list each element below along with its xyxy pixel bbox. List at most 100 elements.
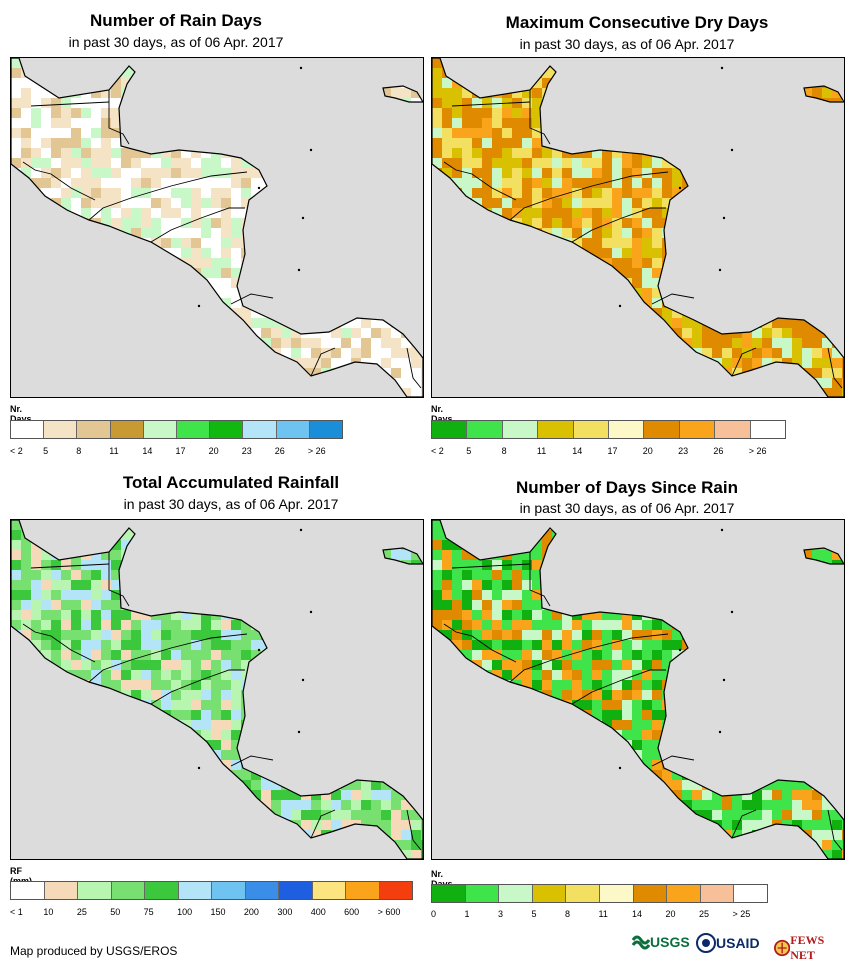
small-island [301, 678, 305, 682]
panel-subtitle: in past 30 days, as of 06 Apr. 2017 [519, 500, 735, 516]
legend-tick-label: 26 [274, 446, 285, 456]
country-border [30, 563, 110, 569]
legend-swatch [44, 421, 78, 438]
legend-tick-label: 11 [598, 909, 608, 919]
legend-swatch [178, 882, 212, 899]
country-border [443, 161, 517, 201]
legend-swatch [11, 882, 45, 899]
small-island [678, 186, 682, 190]
legend-swatch [465, 885, 500, 902]
legend-swatch [499, 885, 533, 902]
legend-swatch [502, 421, 539, 438]
legend-swatch [379, 882, 412, 899]
legend-swatch [44, 882, 78, 899]
legend-tick-label: > 25 [732, 909, 751, 919]
legend-tick-label: 20 [642, 446, 653, 456]
legend-ticks: < 2 5 8 11 14 17 20 23 26 > 26 [431, 446, 791, 458]
map-land-cells [11, 520, 423, 859]
country-border [310, 347, 336, 377]
map-days-since-rain [431, 519, 845, 860]
legend-swatch [111, 882, 145, 899]
country-border [108, 90, 130, 145]
legend-tick-label: > 26 [307, 446, 326, 456]
country-border [22, 161, 96, 201]
legend-swatch [276, 421, 310, 438]
legend-swatch [346, 882, 380, 899]
country-border [509, 633, 669, 683]
legend-tick-label: < 2 [10, 446, 23, 456]
legend-tick-label: 8 [76, 446, 82, 456]
legend-swatch [210, 421, 244, 438]
legend-tick-label: 5 [43, 446, 49, 456]
fewsnet-logo: FEWS NET [774, 933, 846, 963]
legend-tick-label: 300 [277, 907, 293, 917]
legend-tick-label: < 1 [10, 907, 23, 917]
legend-tick-label: 14 [572, 446, 583, 456]
map-land-cells [432, 58, 844, 397]
map-land-cells [432, 520, 844, 859]
map-dry-days [431, 57, 845, 398]
legend-tick-label: 50 [110, 907, 121, 917]
legend-swatch [110, 421, 144, 438]
legend-tick-label: 20 [665, 909, 676, 919]
usgs-logo-text: USGS [650, 934, 690, 950]
legend-swatch [279, 882, 313, 899]
legend-swatch [432, 421, 468, 438]
country-border [22, 623, 96, 663]
small-island [720, 528, 724, 532]
legend-swatch [245, 882, 279, 899]
small-island [722, 678, 726, 682]
legend-swatch [573, 421, 610, 438]
legend-ticks: 0 1 3 5 8 11 14 20 25 > 25 [431, 909, 776, 921]
usaid-seal-icon [696, 933, 716, 953]
panel-title: Maximum Consecutive Dry Days [505, 13, 769, 32]
small-island [299, 66, 303, 70]
legend-swatch [700, 885, 735, 902]
map-canvas [432, 58, 844, 397]
small-island [309, 610, 313, 614]
fewsnet-logo-text: FEWS NET [790, 933, 825, 962]
country-border [731, 347, 757, 377]
usaid-logo-text: USAID [716, 935, 760, 951]
legend-swatch [644, 421, 680, 438]
panel-subtitle: in past 30 days, as of 06 Apr. 2017 [68, 34, 284, 50]
legend-swatch [312, 882, 346, 899]
country-border [230, 755, 274, 767]
legend-swatch [212, 882, 246, 899]
small-island [299, 528, 303, 532]
legend-tick-label: 26 [713, 446, 724, 456]
legend-swatch [633, 885, 668, 902]
legend-tick-label: > 600 [377, 907, 401, 917]
legend-color-bar [10, 420, 343, 439]
country-border [571, 669, 666, 705]
legend-tick-label: 5 [531, 909, 537, 919]
country-border [406, 809, 422, 851]
small-island [730, 148, 734, 152]
country-border [230, 293, 274, 305]
legend-tick-label: 150 [210, 907, 226, 917]
usaid-logo: USAID [696, 933, 760, 953]
small-island [720, 66, 724, 70]
legend-swatch [432, 885, 466, 902]
partner-logos: USGS USAID FEWS NET [632, 933, 846, 962]
legend-tick-label: 75 [143, 907, 154, 917]
legend-swatch [538, 421, 574, 438]
legend-swatch [78, 882, 112, 899]
country-border [651, 755, 695, 767]
small-island [309, 148, 313, 152]
legend-swatch [734, 885, 767, 902]
legend-swatch [715, 421, 751, 438]
usgs-wave-icon [632, 935, 650, 950]
country-border [451, 101, 531, 107]
legend-tick-label: 5 [466, 446, 472, 456]
legend-tick-label: 600 [344, 907, 360, 917]
country-border [731, 809, 757, 839]
legend-tick-label: 11 [109, 446, 119, 456]
legend-ticks: < 1 10 25 50 75 100 150 200 300 400 600 > 600 [10, 907, 420, 919]
map-canvas [11, 520, 423, 859]
small-island [297, 730, 301, 734]
country-border [529, 552, 551, 607]
legend-color-bar [431, 420, 786, 439]
small-island [678, 648, 682, 652]
legend-tick-label: 20 [208, 446, 219, 456]
